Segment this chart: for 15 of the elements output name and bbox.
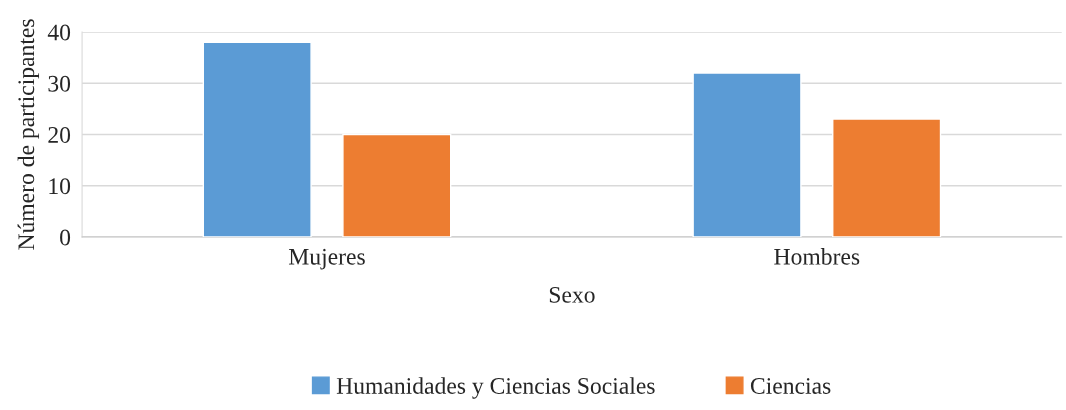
- bar: [342, 133, 452, 237]
- y-tick-label: 30: [48, 75, 71, 92]
- y-tick-label: 40: [47, 24, 71, 41]
- legend-label: Ciencias: [750, 378, 831, 394]
- y-tick-label: 10: [49, 178, 71, 195]
- legend-label: Humanidades y Ciencias Sociales: [336, 377, 655, 399]
- x-axis-title: Sexo: [549, 286, 595, 303]
- bar: [832, 118, 942, 237]
- y-tick-label: 0: [60, 229, 71, 246]
- bar: [202, 41, 312, 237]
- y-tick-label: 20: [48, 126, 71, 143]
- y-axis-title: Número de participantes: [17, 19, 40, 250]
- bar: [692, 72, 802, 237]
- x-tick-label: Mujeres: [288, 248, 365, 270]
- x-tick-label: Hombres: [774, 248, 860, 265]
